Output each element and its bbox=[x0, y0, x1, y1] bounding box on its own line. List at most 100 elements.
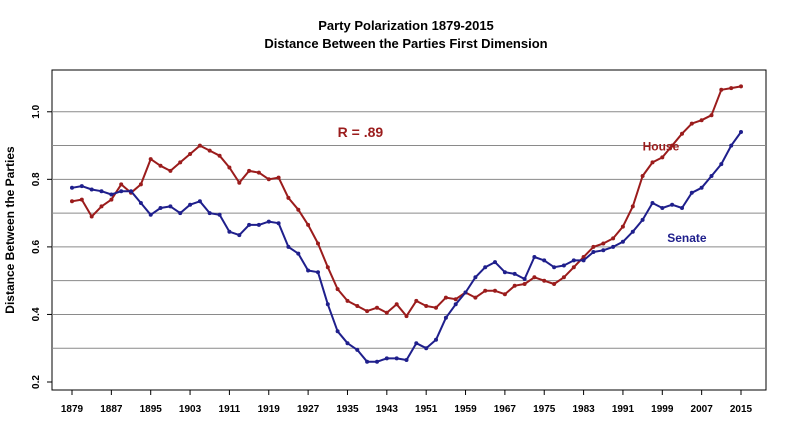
x-tick-label: 2007 bbox=[691, 404, 714, 415]
house-point bbox=[256, 170, 261, 175]
senate-point bbox=[178, 211, 183, 216]
senate-point bbox=[266, 219, 271, 224]
senate-point bbox=[316, 270, 320, 275]
house-point bbox=[620, 224, 625, 229]
senate-point bbox=[414, 341, 419, 346]
x-axis: 1879 1887 1895 1903 1911 1919 1927 1935 1943 1951… bbox=[61, 390, 753, 415]
senate-point bbox=[670, 202, 675, 207]
chart-subtitle: Distance Between the Parties First Dimen… bbox=[264, 36, 547, 51]
senate-point bbox=[286, 244, 291, 249]
house-point bbox=[325, 265, 330, 270]
senate-point bbox=[375, 359, 379, 364]
house-point bbox=[394, 302, 399, 307]
senate-point bbox=[630, 229, 635, 234]
senate-point bbox=[650, 201, 655, 205]
house-point bbox=[335, 287, 340, 292]
x-tick-label: 1895 bbox=[140, 404, 163, 415]
house-point bbox=[532, 275, 537, 280]
senate-point bbox=[424, 346, 429, 351]
senate-point bbox=[79, 184, 84, 189]
x-tick-label: 1935 bbox=[336, 404, 359, 415]
house-point bbox=[443, 295, 448, 300]
house-point bbox=[650, 160, 655, 165]
house-point bbox=[581, 255, 586, 259]
senate-point bbox=[355, 347, 360, 352]
senate-point bbox=[581, 258, 586, 263]
senate-point bbox=[148, 212, 153, 217]
senate-point bbox=[699, 185, 704, 190]
house-point bbox=[384, 310, 389, 315]
senate-point bbox=[168, 204, 173, 209]
annotation-r-89: R = .89 bbox=[338, 124, 384, 140]
house-point bbox=[158, 163, 163, 168]
house-point bbox=[591, 244, 596, 249]
house-point bbox=[483, 288, 488, 293]
senate-point bbox=[561, 263, 566, 268]
senate-point bbox=[365, 359, 370, 364]
senate-point bbox=[532, 255, 537, 259]
house-point bbox=[473, 295, 478, 300]
senate-point bbox=[217, 212, 222, 217]
senate-point bbox=[434, 337, 438, 342]
x-tick-label: 1967 bbox=[494, 404, 517, 415]
house-point bbox=[630, 204, 635, 209]
house-point bbox=[266, 177, 271, 182]
senate-point bbox=[247, 222, 252, 227]
house-point bbox=[316, 241, 320, 246]
x-tick-label: 1887 bbox=[100, 404, 123, 415]
senate-point bbox=[552, 265, 557, 270]
gridlines bbox=[52, 111, 766, 349]
y-tick-label: 0.4 bbox=[31, 307, 42, 321]
senate-point bbox=[522, 277, 527, 281]
y-axis: 0.2 0.4 0.6 0.8 1.0 bbox=[31, 104, 52, 389]
house-point bbox=[207, 148, 212, 153]
annotations: R = .89 House Senate bbox=[338, 124, 707, 245]
senate-point bbox=[719, 162, 724, 167]
house-point bbox=[561, 275, 566, 280]
house-point bbox=[79, 197, 84, 202]
senate-point bbox=[443, 315, 448, 320]
house-point bbox=[70, 199, 74, 204]
senate-point bbox=[197, 199, 202, 204]
x-tick-label: 1903 bbox=[179, 404, 202, 415]
house-point bbox=[345, 298, 350, 303]
house-point bbox=[217, 153, 222, 158]
series-layer bbox=[70, 84, 743, 364]
house-point bbox=[640, 174, 645, 178]
house-point bbox=[247, 168, 252, 173]
senate-point bbox=[729, 143, 734, 148]
house-point bbox=[197, 143, 202, 148]
house-point bbox=[542, 278, 547, 283]
house-point bbox=[306, 222, 311, 227]
house-point bbox=[502, 292, 507, 297]
y-tick-label: 0.2 bbox=[31, 375, 42, 389]
senate-point bbox=[158, 206, 163, 210]
house-point bbox=[512, 283, 517, 288]
house-point bbox=[552, 282, 557, 286]
senate-point bbox=[188, 202, 193, 207]
chart-title: Party Polarization 1879-2015 bbox=[318, 18, 494, 33]
y-tick-label: 1.0 bbox=[31, 104, 42, 118]
x-tick-label: 1911 bbox=[219, 404, 241, 415]
senate-point bbox=[138, 201, 143, 205]
senate-point bbox=[89, 187, 94, 192]
senate-point bbox=[70, 185, 74, 190]
senate-point bbox=[325, 302, 330, 307]
house-point bbox=[138, 182, 143, 187]
x-tick-label: 1879 bbox=[61, 404, 84, 415]
house-point bbox=[660, 155, 665, 160]
house-point bbox=[375, 305, 379, 310]
house-point bbox=[178, 160, 183, 165]
house-point bbox=[680, 131, 684, 136]
x-tick-label: 1999 bbox=[651, 404, 674, 415]
house-point bbox=[119, 182, 124, 187]
senate-point bbox=[384, 356, 389, 361]
house-point bbox=[99, 204, 104, 209]
house-point bbox=[286, 195, 291, 200]
x-tick-label: 2015 bbox=[730, 404, 753, 415]
x-tick-label: 1991 bbox=[612, 404, 635, 415]
house-point bbox=[89, 214, 94, 219]
senate-point bbox=[237, 233, 242, 238]
house-point bbox=[670, 143, 675, 148]
house-point bbox=[188, 152, 193, 156]
